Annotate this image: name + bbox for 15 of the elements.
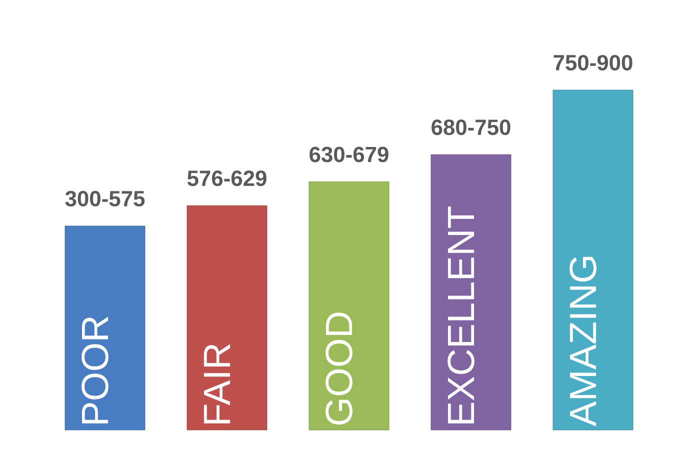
bar xyxy=(430,154,512,430)
x-tick-label: EXCELLENT xyxy=(448,206,474,424)
x-tick-label: POOR xyxy=(82,316,108,424)
bar xyxy=(64,226,146,430)
annotation: 680-750 xyxy=(432,120,510,136)
annotation: 576-629 xyxy=(187,170,266,186)
bar xyxy=(308,182,390,430)
x-tick-label: AMAZING xyxy=(570,256,596,426)
annotation: 630-679 xyxy=(310,146,388,162)
bar xyxy=(552,90,634,430)
x-tick-label: FAIR xyxy=(204,344,230,424)
x-tick-label: GOOD xyxy=(326,312,352,425)
annotation: 300-575 xyxy=(65,190,145,206)
bar xyxy=(186,205,268,430)
annotation: 750-900 xyxy=(554,54,632,70)
